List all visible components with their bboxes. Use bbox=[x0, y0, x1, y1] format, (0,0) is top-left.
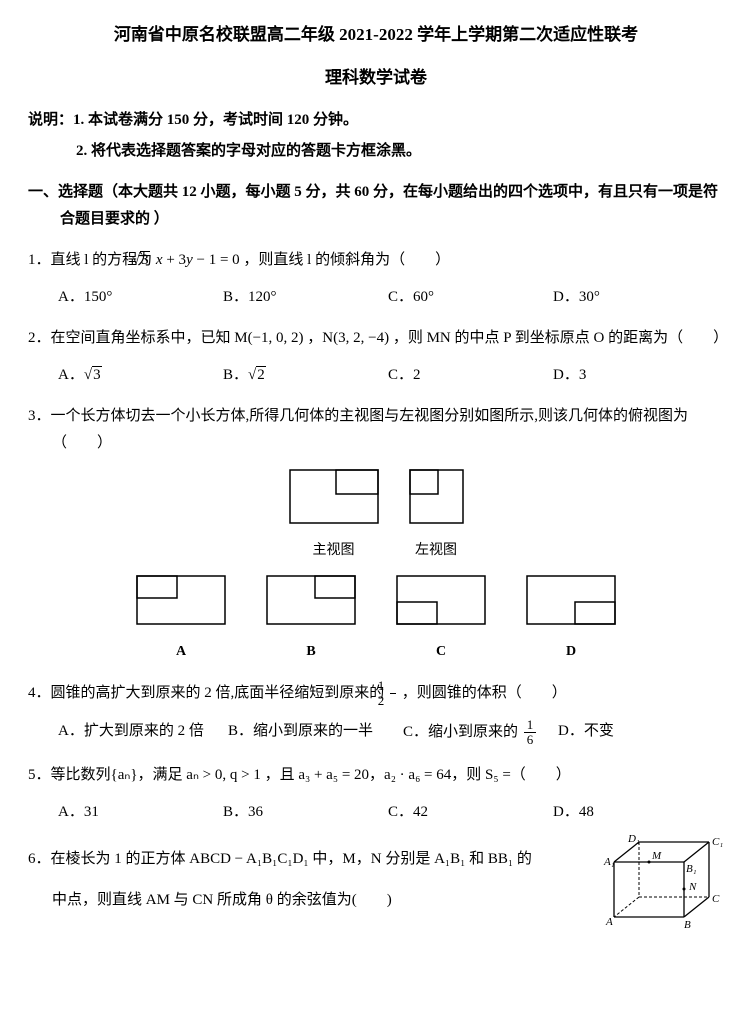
q4-option-b: B．缩小到原来的一半 bbox=[228, 718, 403, 748]
q5-options: A．31 B．36 C．42 D．48 bbox=[28, 799, 724, 826]
main-view-label: 主视图 bbox=[289, 538, 379, 563]
q2-option-d: D．3 bbox=[553, 362, 693, 389]
question-1: 1．直线 l 的方程为 3x + 3y − 1 = 0 ，则直线 l 的倾斜角为… bbox=[28, 247, 724, 274]
q5-option-d: D．48 bbox=[553, 799, 693, 826]
q6-line2: 中点，则直线 AM 与 CN 所成角 θ 的余弦值为( ) bbox=[28, 887, 582, 914]
q4-option-a: A．扩大到原来的 2 倍 bbox=[58, 718, 228, 748]
q3-option-a-label: A bbox=[136, 639, 226, 664]
svg-text:B₁: B₁ bbox=[686, 863, 697, 875]
q4-option-c: C．缩小到原来的 16 bbox=[403, 718, 558, 748]
q1-option-c: C．60° bbox=[388, 284, 553, 311]
q2-option-b: B．2 bbox=[223, 362, 388, 389]
svg-text:M: M bbox=[651, 850, 662, 862]
q1-suffix: ，则直线 l 的倾斜角为（ ） bbox=[243, 252, 450, 268]
q3-option-c-label: C bbox=[396, 639, 486, 664]
sub-title: 理科数学试卷 bbox=[28, 63, 724, 94]
main-view-figure: 主视图 bbox=[289, 469, 379, 563]
svg-text:C: C bbox=[712, 893, 720, 905]
q3-option-a: A bbox=[136, 575, 226, 664]
svg-text:D₁: D₁ bbox=[627, 833, 640, 845]
fraction-icon: 12 bbox=[390, 679, 396, 709]
q3-option-b: B bbox=[266, 575, 356, 664]
q3-given-figures: 主视图 左视图 bbox=[28, 469, 724, 563]
instruction-line-1: 说明：1. 本试卷满分 150 分，考试时间 120 分钟。 bbox=[28, 107, 724, 134]
q3-option-d: D bbox=[526, 575, 616, 664]
sqrt-icon: 3 bbox=[84, 362, 102, 389]
svg-text:N: N bbox=[688, 881, 697, 893]
q5-option-c: C．42 bbox=[388, 799, 553, 826]
section-1-header: 一、选择题（本大题共 12 小题，每小题 5 分，共 60 分，在每小题给出的四… bbox=[28, 179, 724, 233]
q3-options: A B C D bbox=[28, 575, 724, 664]
fraction-icon: 16 bbox=[524, 718, 537, 748]
svg-text:A₁: A₁ bbox=[603, 856, 615, 868]
sqrt-icon: 2 bbox=[248, 362, 266, 389]
q4-option-d: D．不变 bbox=[558, 718, 648, 748]
q5-option-b: B．36 bbox=[223, 799, 388, 826]
q4-options: A．扩大到原来的 2 倍 B．缩小到原来的一半 C．缩小到原来的 16 D．不变 bbox=[28, 718, 724, 748]
q4-suffix: ，则圆锥的体积（ ） bbox=[402, 685, 567, 701]
rect-diagram-icon bbox=[409, 469, 464, 524]
q1-options: A．150° B．120° C．60° D．30° bbox=[28, 284, 724, 311]
rect-diagram-icon bbox=[266, 575, 356, 625]
main-title: 河南省中原名校联盟高二年级 2021-2022 学年上学期第二次适应性联考 bbox=[28, 20, 724, 51]
question-4: 4．圆锥的高扩大到原来的 2 倍,底面半径缩短到原来的 12 ，则圆锥的体积（ … bbox=[28, 679, 724, 709]
rect-diagram-icon bbox=[136, 575, 226, 625]
question-6: 6．在棱长为 1 的正方体 ABCD − A₁B₁C₁D₁ 中，M，N 分别是 … bbox=[28, 832, 724, 942]
left-view-label: 左视图 bbox=[409, 538, 464, 563]
svg-text:A: A bbox=[605, 916, 613, 928]
question-3: 3．一个长方体切去一个小长方体,所得几何体的主视图与左视图分别如图所示,则该几何… bbox=[28, 403, 724, 457]
svg-text:C₁: C₁ bbox=[712, 836, 723, 848]
cube-icon: A₁ B₁ C₁ D₁ A B C M N bbox=[594, 832, 724, 932]
cube-figure: A₁ B₁ C₁ D₁ A B C M N bbox=[594, 832, 724, 942]
q2-option-c: C．2 bbox=[388, 362, 553, 389]
q2-option-a: A．3 bbox=[58, 362, 223, 389]
q5-option-a: A．31 bbox=[58, 799, 223, 826]
q6-line1: 6．在棱长为 1 的正方体 ABCD − A₁B₁C₁D₁ 中，M，N 分别是 … bbox=[28, 846, 582, 873]
q3-option-c: C bbox=[396, 575, 486, 664]
q4-prefix: 4．圆锥的高扩大到原来的 2 倍,底面半径缩短到原来的 bbox=[28, 685, 384, 701]
q2-options: A．3 B．2 C．2 D．3 bbox=[28, 362, 724, 389]
left-view-figure: 左视图 bbox=[409, 469, 464, 563]
q1-option-a: A．150° bbox=[58, 284, 223, 311]
svg-text:B: B bbox=[684, 919, 691, 931]
q3-option-d-label: D bbox=[526, 639, 616, 664]
rect-diagram-icon bbox=[396, 575, 486, 625]
rect-diagram-icon bbox=[289, 469, 379, 524]
q3-option-b-label: B bbox=[266, 639, 356, 664]
question-2: 2．在空间直角坐标系中，已知 M(−1, 0, 2) ，N(3, 2, −4) … bbox=[28, 325, 724, 352]
q1-option-b: B．120° bbox=[223, 284, 388, 311]
rect-diagram-icon bbox=[526, 575, 616, 625]
q1-option-d: D．30° bbox=[553, 284, 693, 311]
instruction-line-2: 2. 将代表选择题答案的字母对应的答题卡方框涂黑。 bbox=[28, 138, 724, 165]
question-5: 5．等比数列{aₙ}，满足 aₙ > 0, q > 1 ，且 a₃ + a₅ =… bbox=[28, 762, 724, 789]
